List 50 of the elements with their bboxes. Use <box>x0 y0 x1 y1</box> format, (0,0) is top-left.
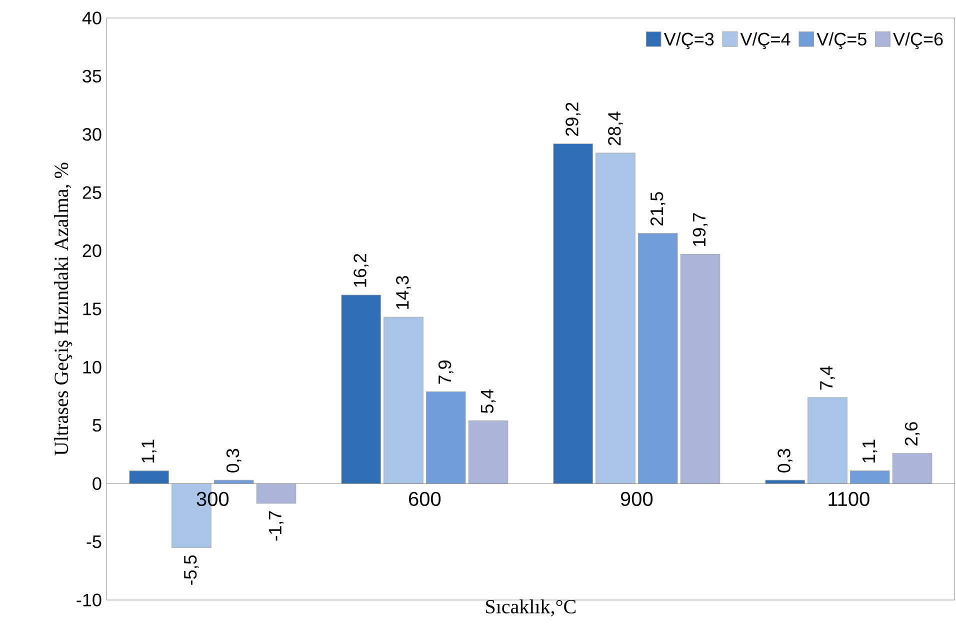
bar <box>850 470 890 484</box>
data-label: -5,5 <box>184 555 199 585</box>
y-tick-label: 40 <box>82 12 102 24</box>
y-tick-label: 0 <box>92 477 102 490</box>
y-tick-label: -10 <box>76 594 102 606</box>
data-label: 28,4 <box>608 112 623 146</box>
data-label: 1,1 <box>862 440 878 462</box>
data-label: 7,4 <box>820 366 835 390</box>
data-label: 29,2 <box>566 102 581 136</box>
bar <box>426 391 466 484</box>
y-tick-label: 15 <box>83 302 102 316</box>
bar <box>892 453 932 484</box>
bar <box>384 316 424 484</box>
y-axis-title: Ultrases Geçiş Hızındaki Azalma, % <box>54 162 72 456</box>
bar <box>256 483 296 504</box>
y-tick-label: 5 <box>92 419 102 432</box>
bar <box>129 470 169 484</box>
data-label: 0,3 <box>226 448 242 472</box>
bar <box>808 397 848 484</box>
bar <box>680 254 720 484</box>
data-label: 7,9 <box>438 360 454 384</box>
data-label: 21,5 <box>650 192 666 226</box>
x-tick-label: 1100 <box>828 492 870 506</box>
legend-label: V/Ç=4 <box>740 32 790 50</box>
x-tick-label: 300 <box>196 492 229 506</box>
data-label: 16,2 <box>354 254 369 287</box>
data-label: 0,3 <box>778 448 793 472</box>
bar <box>638 233 678 484</box>
data-label: 19,7 <box>692 213 708 246</box>
data-label: 5,4 <box>480 389 496 414</box>
legend-label: V/Ç=3 <box>664 32 714 50</box>
data-label: 1,1 <box>142 440 156 462</box>
bar <box>553 143 593 484</box>
data-label: 2,6 <box>904 422 920 446</box>
y-tick-label: 35 <box>82 70 102 83</box>
y-tick-label: 10 <box>83 360 102 374</box>
legend-label: V/Ç=5 <box>816 32 866 50</box>
data-label: 14,3 <box>396 276 411 309</box>
y-tick-label: 25 <box>82 186 102 199</box>
bar <box>596 152 636 484</box>
x-axis-title: Sıcaklık,°C <box>486 599 576 616</box>
data-label: -1,7 <box>268 511 284 541</box>
bar <box>468 420 508 484</box>
y-tick-label: 20 <box>82 244 102 258</box>
legend-label: V/Ç=6 <box>893 32 943 50</box>
y-tick-label: 30 <box>82 128 102 141</box>
x-tick-label: 900 <box>620 492 653 506</box>
y-tick-label: -5 <box>86 536 102 548</box>
x-tick-label: 600 <box>409 492 441 506</box>
bar <box>341 294 381 484</box>
